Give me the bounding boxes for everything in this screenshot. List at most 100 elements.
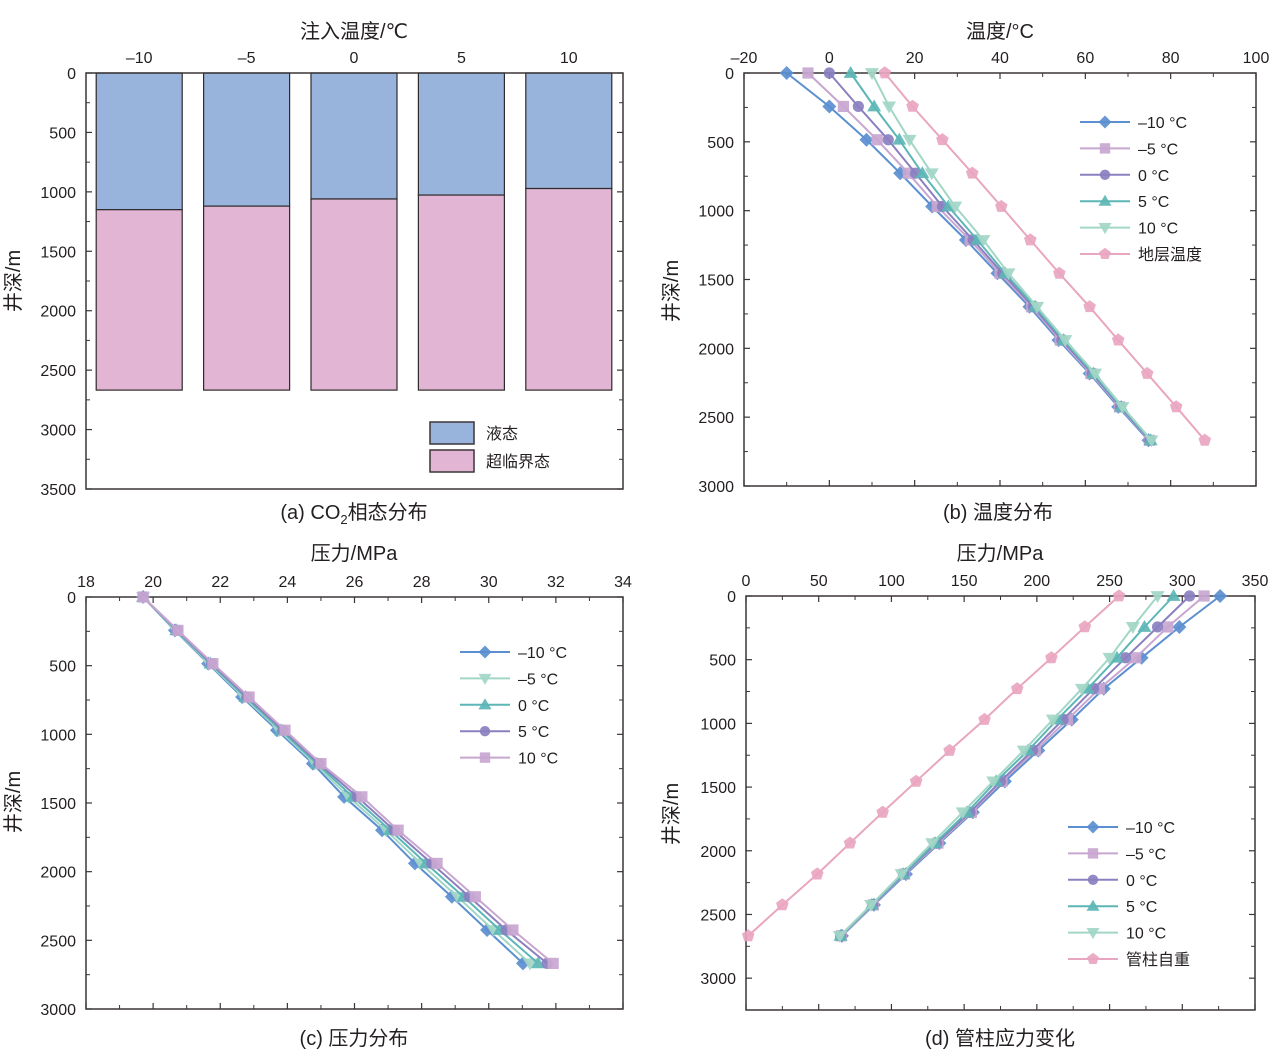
panel-d-y-tick-label: 2500 bbox=[700, 907, 736, 924]
panel-d-series-4 bbox=[832, 591, 1165, 943]
panel-d-series-line bbox=[841, 595, 1221, 937]
panel-c-legend-marker bbox=[479, 752, 491, 763]
panel-b-legend-marker bbox=[1098, 115, 1112, 129]
panel-d-data-point bbox=[1125, 622, 1140, 634]
panel-c-y-tick-label: 0 bbox=[67, 590, 76, 607]
panel-b-data-point bbox=[823, 67, 835, 79]
panel-c-x-tick-label: 28 bbox=[413, 574, 431, 591]
panel-b-data-point bbox=[867, 99, 882, 112]
panel-b-series bbox=[779, 66, 1212, 448]
panel-c-pressure-distribution: 压力/MPa 井深/m (c) 压力分布 0 500 1000 1500 2000 250… bbox=[2, 542, 632, 1050]
panel-d-legend-item: 5 °C bbox=[1068, 899, 1157, 916]
panel-b-data-point bbox=[843, 66, 858, 78]
panel-b-data-point bbox=[1024, 233, 1037, 246]
panel-d-x-tick-label: 250 bbox=[1096, 573, 1123, 590]
panel-d-legend-item: 0 °C bbox=[1068, 873, 1157, 890]
panel-c-legend-item: 10 °C bbox=[460, 751, 558, 768]
panel-b-data-point bbox=[965, 166, 979, 179]
panel-b-data-point bbox=[779, 66, 794, 80]
panel-d-legend-label: 5 °C bbox=[1126, 899, 1157, 916]
panel-d-data-point bbox=[1112, 589, 1126, 602]
panel-d-data-point bbox=[1045, 651, 1058, 664]
panel-c-data-point bbox=[431, 857, 443, 870]
panel-d-x-tick-label: 150 bbox=[951, 573, 978, 590]
panel-d-data-point bbox=[1074, 683, 1089, 696]
panel-b-data-point bbox=[1144, 435, 1159, 448]
bar-supercritical-segment bbox=[203, 205, 291, 391]
panel-a-category-label: 5 bbox=[457, 50, 466, 67]
panel-b-data-point bbox=[892, 132, 907, 145]
panel-d-data-point bbox=[1166, 589, 1181, 601]
panel-a-frame bbox=[85, 72, 624, 490]
panel-b-y-tick-label: 500 bbox=[707, 135, 734, 152]
panel-d-data-point bbox=[1045, 714, 1060, 727]
panel-c-data-point bbox=[279, 724, 291, 736]
panel-d-y-tick-label: 3000 bbox=[700, 971, 736, 988]
panel-c-data-point bbox=[547, 957, 559, 970]
panel-b-x-tick-label: 100 bbox=[1243, 50, 1270, 67]
panel-b-data-point bbox=[878, 66, 892, 79]
panel-c-data-point bbox=[172, 624, 184, 636]
panel-b-data-point bbox=[859, 132, 874, 147]
panel-b-legend: –10 °C –5 °C 0 °C 5 °C 10 °C 地层温度 bbox=[1080, 115, 1202, 264]
panel-c-x-tick-label: 20 bbox=[144, 574, 162, 591]
panel-c-caption: (c) 压力分布 bbox=[300, 1027, 409, 1050]
panel-c-series bbox=[136, 590, 559, 971]
panel-b-data-point bbox=[902, 134, 917, 147]
panel-b-legend-item: –5 °C bbox=[1080, 141, 1178, 158]
panel-b-y-axis-title: 井深/m bbox=[660, 260, 683, 322]
panel-d-series-line bbox=[747, 595, 1120, 937]
panel-d-data-point bbox=[1130, 652, 1142, 664]
panel-b-temperature-distribution: 温度/°C 井深/m (b) 温度分布 05001000150020002500… bbox=[660, 20, 1269, 524]
panel-d-y-tick-label: 0 bbox=[727, 589, 736, 606]
panel-b-data-point bbox=[1198, 433, 1212, 446]
panel-b-legend-marker bbox=[1099, 143, 1111, 154]
panel-b-data-point bbox=[976, 235, 991, 247]
panel-c-y-tick-label: 2500 bbox=[40, 933, 76, 950]
panel-d-data-point bbox=[943, 743, 956, 756]
panel-b-x-tick-label: 60 bbox=[1076, 50, 1094, 67]
panel-c-frame bbox=[85, 596, 624, 1010]
panel-a-category-label: 0 bbox=[350, 50, 359, 67]
panel-b-x-tick-label: 20 bbox=[906, 50, 924, 67]
panel-d-x-axis-title: 压力/MPa bbox=[957, 542, 1045, 565]
panel-c-series-3 bbox=[137, 591, 553, 970]
panel-b-data-point bbox=[906, 99, 919, 112]
panel-c-series-line bbox=[142, 596, 554, 965]
panel-b-data-point bbox=[882, 134, 894, 146]
panel-c-legend-label: 10 °C bbox=[518, 751, 558, 768]
panel-c-data-point bbox=[469, 891, 481, 903]
panel-d-data-point bbox=[986, 776, 1001, 789]
panel-d-x-tick-label: 0 bbox=[742, 573, 751, 590]
panel-d-x-tick-label: 200 bbox=[1024, 573, 1051, 590]
panel-d-frame bbox=[745, 595, 1256, 1011]
panel-d-legend-marker bbox=[1087, 952, 1099, 964]
panel-a-caption-prefix: (a) CO bbox=[280, 502, 340, 524]
panel-b-data-point bbox=[1053, 266, 1066, 279]
panel-c-x-tick-label: 22 bbox=[211, 574, 229, 591]
bar-liquid-segment bbox=[310, 72, 398, 200]
panel-d-x-tick-label: 300 bbox=[1169, 573, 1196, 590]
panel-c-x-tick-label: 32 bbox=[547, 574, 565, 591]
panel-d-data-point bbox=[909, 774, 923, 787]
panel-b-legend-item: 10 °C bbox=[1080, 221, 1178, 238]
panel-b-y-tick-label: 1000 bbox=[698, 204, 734, 221]
bar-supercritical-segment bbox=[310, 198, 398, 391]
panel-c-data-point bbox=[392, 824, 404, 836]
panel-d-x-tick-label: 350 bbox=[1242, 573, 1269, 590]
panel-b-legend-item: 0 °C bbox=[1080, 168, 1169, 185]
panel-c-data-point bbox=[507, 924, 519, 936]
panel-d-data-point bbox=[1162, 621, 1174, 633]
panel-d-series bbox=[741, 589, 1228, 943]
bar-supercritical-segment bbox=[95, 209, 183, 391]
panel-c-y-tick-label: 500 bbox=[49, 659, 76, 676]
panel-b-data-point bbox=[902, 167, 914, 179]
panel-b-series-line bbox=[786, 72, 1150, 441]
panel-d-data-point bbox=[955, 807, 970, 820]
panel-b-y-tick-label: 2500 bbox=[698, 410, 734, 427]
bar-liquid-segment bbox=[203, 72, 291, 207]
panel-b-data-point bbox=[871, 134, 883, 146]
panel-a-y-tick-label: 3500 bbox=[40, 482, 76, 499]
panel-b-series-line bbox=[807, 72, 1151, 441]
